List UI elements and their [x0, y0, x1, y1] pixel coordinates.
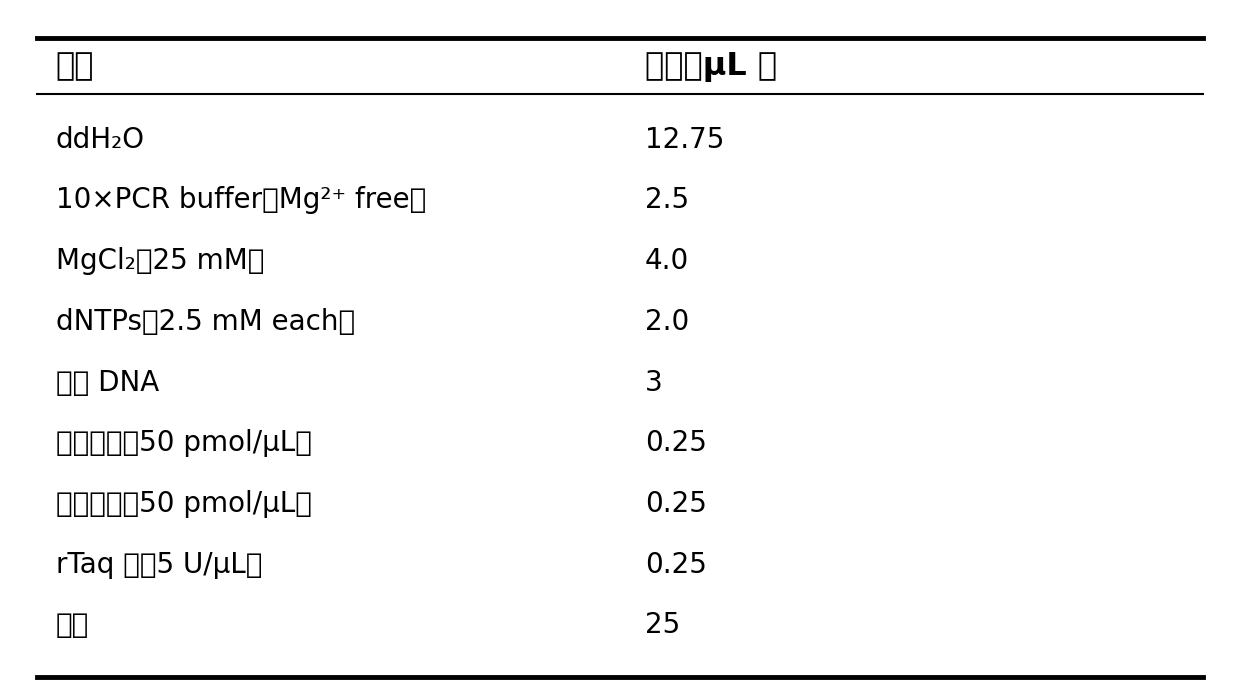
Text: 0.25: 0.25 — [645, 551, 707, 579]
Text: 10×PCR buffer（Mg²⁺ free）: 10×PCR buffer（Mg²⁺ free） — [56, 186, 427, 214]
Text: 模板 DNA: 模板 DNA — [56, 369, 159, 396]
Text: 上游引物（50 pmol/μL）: 上游引物（50 pmol/μL） — [56, 429, 311, 457]
Text: ddH₂O: ddH₂O — [56, 126, 145, 154]
Text: MgCl₂（25 mM）: MgCl₂（25 mM） — [56, 247, 264, 275]
Text: 4.0: 4.0 — [645, 247, 689, 275]
Text: 0.25: 0.25 — [645, 490, 707, 518]
Text: 体积（μL ）: 体积（μL ） — [645, 51, 777, 82]
Text: 3: 3 — [645, 369, 662, 396]
Text: rTaq 醂（5 U/μL）: rTaq 醂（5 U/μL） — [56, 551, 262, 579]
Text: dNTPs（2.5 mM each）: dNTPs（2.5 mM each） — [56, 308, 355, 336]
Text: 0.25: 0.25 — [645, 429, 707, 457]
Text: 2.0: 2.0 — [645, 308, 689, 336]
Text: 25: 25 — [645, 611, 680, 639]
Text: 12.75: 12.75 — [645, 126, 724, 154]
Text: 组分: 组分 — [56, 51, 94, 82]
Text: 总量: 总量 — [56, 611, 89, 639]
Text: 下游引物（50 pmol/μL）: 下游引物（50 pmol/μL） — [56, 490, 311, 518]
Text: 2.5: 2.5 — [645, 186, 689, 214]
